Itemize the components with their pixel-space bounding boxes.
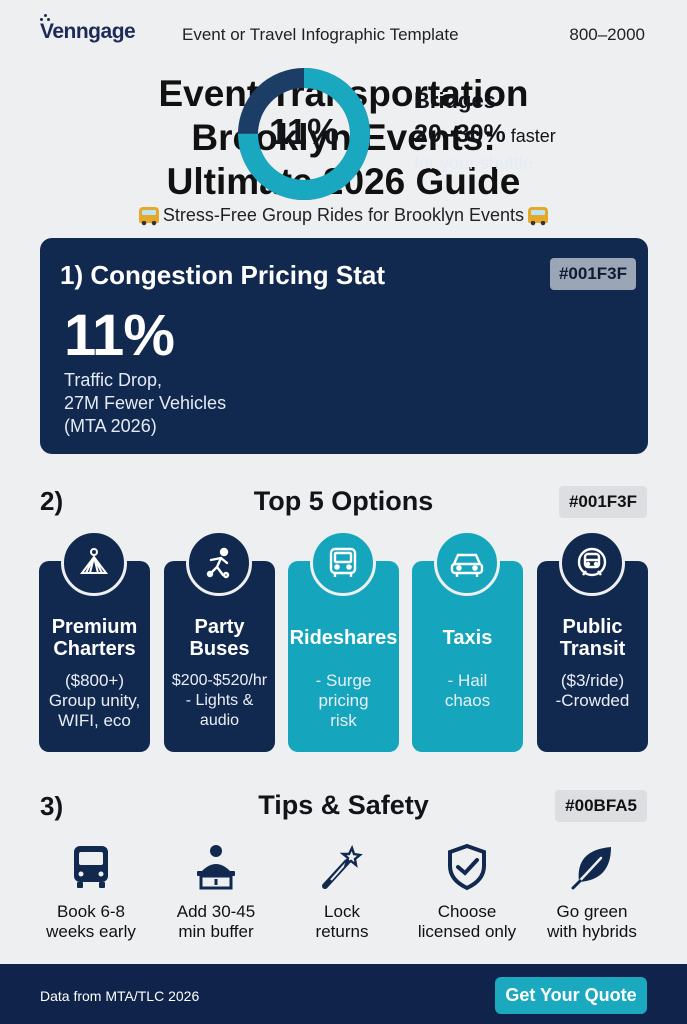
tip-add-buffer: Add 30-45 min buffer (176, 902, 256, 941)
color-hex-badge: #00BFA5 (555, 790, 647, 822)
source-note: Data from MTA/TLC 2026 (40, 988, 200, 1004)
bus-emoji-icon (528, 207, 549, 226)
section-1-heading: 1) Congestion Pricing Stat (60, 260, 386, 290)
bridges-stat: Bridges 20–30% faster for your shuttle (414, 88, 556, 173)
option-card-party-buses[interactable]: Party Buses $200-$520/hr - Lights & audio (164, 561, 275, 752)
tip-book-early: Book 6-8 weeks early (46, 902, 136, 941)
tip-lock-returns: Lock returns (315, 902, 369, 941)
stat-description: Traffic Drop, 27M Fewer Vehicles (MTA 20… (64, 370, 227, 436)
section-3-heading: Tips & Safety (258, 790, 429, 820)
section-2-number: 2) (40, 486, 64, 516)
footer-bar: Data from MTA/TLC 2026 Get Your Quote (0, 964, 687, 1024)
congestion-stat-card: 1) Congestion Pricing Stat #001F3F 11% T… (40, 238, 648, 454)
option-card-premium-charters[interactable]: Premium Charters ($800+) Group unity, WIFI,… (39, 561, 150, 752)
tagline: Stress-Free Group Rides for Brooklyn Eve… (0, 205, 687, 226)
section-2-heading: Top 5 Options (253, 486, 434, 516)
tip-go-green: Go green with hybrids (547, 902, 637, 941)
donut-ring (238, 68, 370, 200)
bus-emoji-icon (138, 207, 159, 226)
train-icon (559, 530, 625, 596)
clock-person-icon (197, 845, 235, 890)
shield-check-icon (448, 843, 486, 891)
color-hex-badge: #001F3F (558, 486, 647, 518)
ring-fill (238, 68, 370, 200)
taxi-icon (434, 530, 500, 596)
bus-icon (310, 530, 376, 596)
logo-mark-icon (40, 14, 50, 22)
color-hex-badge: #001F3F (549, 258, 636, 290)
template-label: Event or Travel Infographic Template (182, 25, 459, 44)
top-bar: Venngage Event or Travel Infographic Tem… (0, 0, 687, 68)
big-stat-value: 11% (64, 303, 175, 368)
chandelier-icon (61, 530, 127, 596)
venngage-logo[interactable]: Venngage (40, 20, 136, 43)
magic-wand-icon (322, 844, 363, 889)
section-3-number: 3) (40, 791, 64, 821)
range-label: 800–2000 (569, 25, 645, 44)
get-quote-button[interactable]: Get Your Quote (495, 977, 647, 1014)
dancer-icon (186, 530, 252, 596)
bus-front-icon (74, 846, 108, 888)
tip-licensed-only: Choose licensed only (417, 902, 517, 941)
ring-label: 11% (268, 111, 340, 152)
leaf-icon (571, 847, 611, 890)
